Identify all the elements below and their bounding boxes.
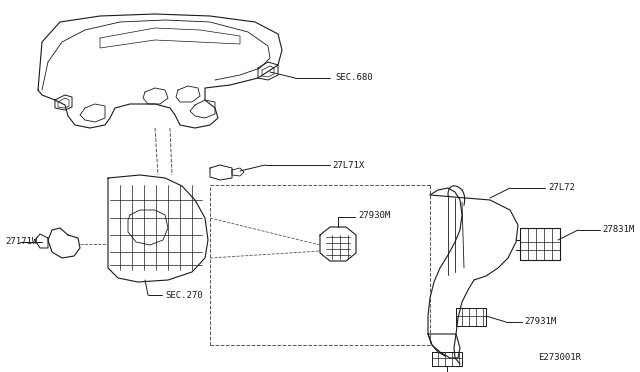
Text: SEC.270: SEC.270 xyxy=(165,291,203,299)
Text: SEC.680: SEC.680 xyxy=(335,74,372,83)
Text: 27831M: 27831M xyxy=(602,225,634,234)
Text: E273001R: E273001R xyxy=(538,353,581,362)
Text: 27L72: 27L72 xyxy=(548,183,575,192)
Text: 27931M: 27931M xyxy=(524,317,556,327)
Text: 27930M: 27930M xyxy=(358,211,390,219)
Text: 27171W: 27171W xyxy=(5,237,37,247)
Text: 27L71X: 27L71X xyxy=(332,160,364,170)
